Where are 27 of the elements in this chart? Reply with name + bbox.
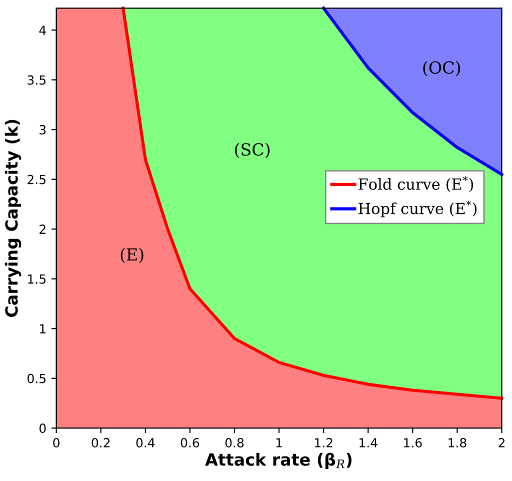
x-tick-label: 1.8 — [448, 438, 466, 448]
annotation: (E) — [120, 248, 144, 264]
y-tick-label: 2 — [40, 224, 46, 234]
y-tick-label: 3 — [40, 125, 46, 134]
y-tick-label: 4 — [39, 26, 46, 35]
x-tick-label: 1 — [276, 438, 282, 448]
x-tick-label: 2 — [498, 438, 504, 448]
x-axis-title: Attack rate (β$_{R}$) — [205, 452, 352, 470]
legend-label: Fold curve (E$^{*}$) — [358, 176, 474, 192]
x-tick-label: 0.4 — [136, 438, 155, 448]
x-tick-label: 0.6 — [180, 438, 200, 448]
x-tick-label: 1.2 — [315, 438, 332, 448]
x-tick-label: 1.4 — [360, 438, 378, 448]
x-tick-label: 0 — [53, 438, 60, 448]
y-tick-label: 1 — [40, 324, 46, 334]
legend-label: Hopf curve (E$^{*}$) — [358, 200, 477, 218]
y-tick-label: 0.5 — [28, 374, 46, 384]
x-tick-label: 1.6 — [404, 438, 422, 448]
y-tick-label: 3.5 — [28, 75, 46, 85]
y-tick-label: 1.5 — [28, 274, 46, 284]
annotation: (SC) — [235, 142, 270, 158]
x-tick-label: 0.2 — [92, 438, 110, 448]
x-tick-label: 0.8 — [225, 438, 244, 448]
y-tick-label: 2.5 — [28, 174, 46, 184]
y-tick-label: 0 — [39, 424, 46, 434]
annotation: (OC) — [423, 61, 460, 76]
y-axis-title: Carrying Capacity (k) — [4, 120, 22, 317]
